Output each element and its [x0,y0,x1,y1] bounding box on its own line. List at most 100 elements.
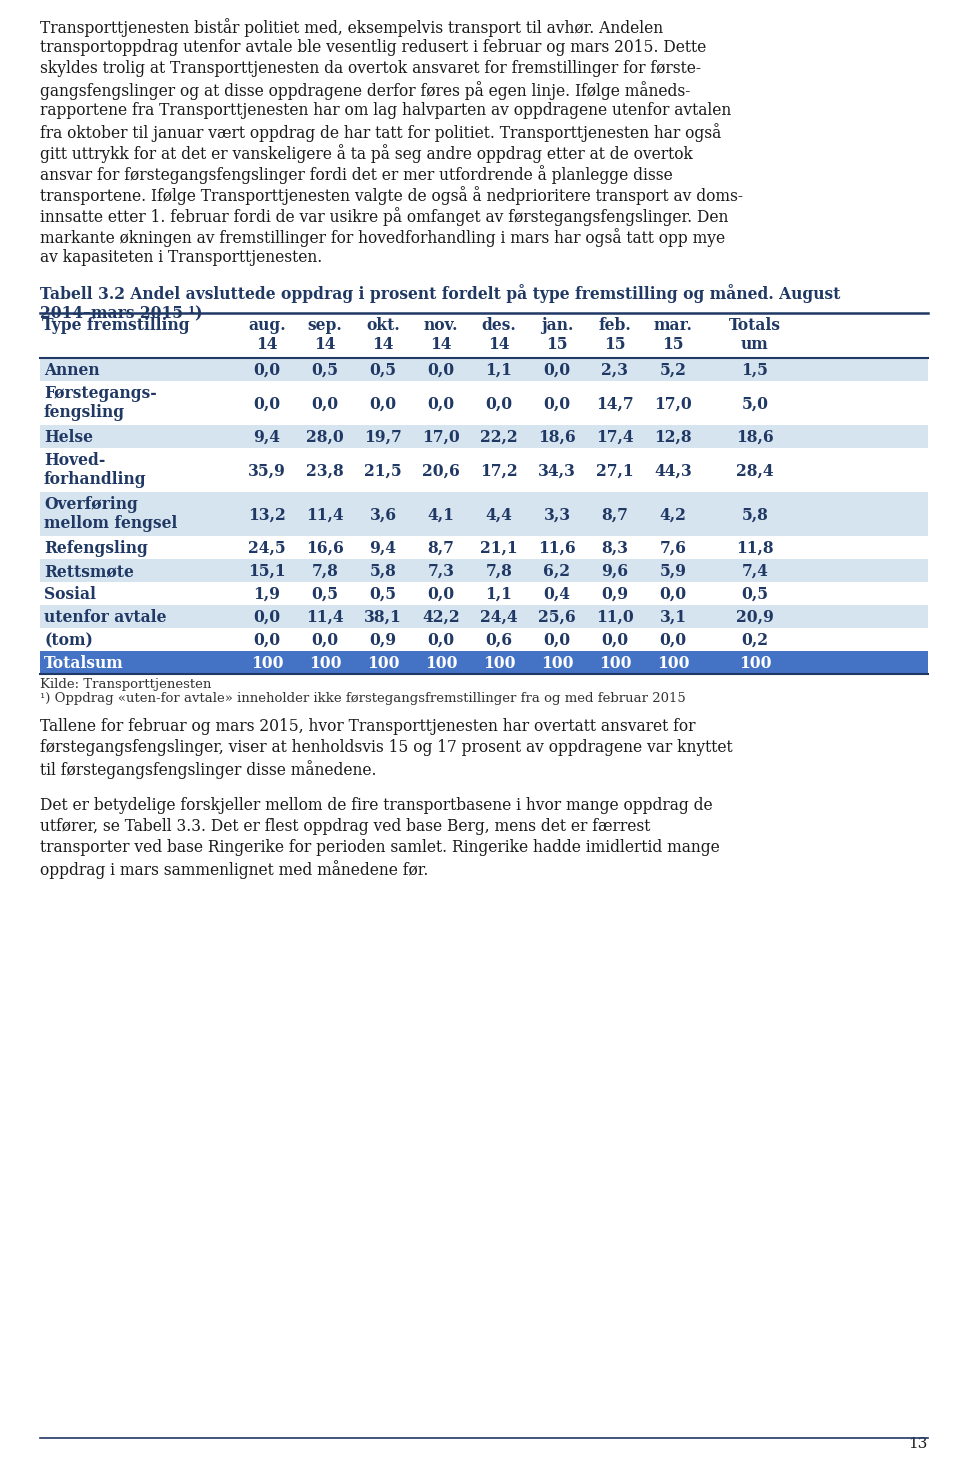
Bar [40,606,928,628]
Text: utenfor avtale: utenfor avtale [44,609,166,626]
Text: 0,5: 0,5 [311,587,339,603]
Text: 0,9: 0,9 [370,632,396,650]
Text: 7,8: 7,8 [486,563,513,579]
Text: 24,5: 24,5 [249,540,286,557]
Text: innsatte etter 1. februar fordi de var usikre på omfanget av førstegangsfengslin: innsatte etter 1. februar fordi de var u… [40,206,729,225]
Text: Førstegangs-: Førstegangs- [44,385,156,402]
Text: 100: 100 [483,655,516,672]
Text: 4,4: 4,4 [486,508,513,524]
Text: 1,5: 1,5 [741,361,768,379]
Text: 11,6: 11,6 [539,540,576,557]
Text: 15: 15 [604,336,626,353]
Text: 0,0: 0,0 [253,609,280,626]
Text: gangsfengslinger og at disse oppdragene derfor føres på egen linje. Ifølge måned: gangsfengslinger og at disse oppdragene … [40,80,690,99]
Bar [40,448,928,492]
Text: 2,3: 2,3 [602,361,629,379]
Bar [40,582,928,606]
Text: 15,1: 15,1 [249,563,286,579]
Text: Tabell 3.2 Andel avsluttede oppdrag i prosent fordelt på type fremstilling og må: Tabell 3.2 Andel avsluttede oppdrag i pr… [40,284,840,303]
Text: Det er betydelige forskjeller mellom de fire transportbasene i hvor mange oppdra: Det er betydelige forskjeller mellom de … [40,797,712,813]
Text: ansvar for førstegangsfengslinger fordi det er mer utfordrende å planlegge disse: ansvar for førstegangsfengslinger fordi … [40,165,673,184]
Text: 5,9: 5,9 [660,563,686,579]
Text: 14,7: 14,7 [596,396,634,413]
Text: transportene. Ifølge Transporttjenesten valgte de også å nedprioritere transport: transportene. Ifølge Transporttjenesten … [40,186,743,205]
Text: 15: 15 [546,336,567,353]
Text: forhandling: forhandling [44,471,147,489]
Text: 20,6: 20,6 [422,462,460,480]
Text: Overføring: Overføring [44,496,138,514]
Text: 4,1: 4,1 [427,508,454,524]
Text: 0,0: 0,0 [370,396,396,413]
Bar [40,358,928,380]
Text: 1,1: 1,1 [486,361,513,379]
Text: 13,2: 13,2 [248,508,286,524]
Text: 27,1: 27,1 [596,462,634,480]
Text: fengsling: fengsling [44,404,125,421]
Text: 14: 14 [489,336,510,353]
Text: 7,4: 7,4 [741,563,768,579]
Text: av kapasiteten i Transporttjenesten.: av kapasiteten i Transporttjenesten. [40,249,323,266]
Text: 0,0: 0,0 [253,361,280,379]
Text: 18,6: 18,6 [736,429,774,446]
Text: 20,9: 20,9 [736,609,774,626]
Text: 11,0: 11,0 [596,609,634,626]
Text: nov.: nov. [423,317,458,334]
Text: 5,8: 5,8 [370,563,396,579]
Text: 35,9: 35,9 [248,462,286,480]
Text: 14: 14 [256,336,277,353]
Text: 42,2: 42,2 [422,609,460,626]
Text: 7,8: 7,8 [312,563,339,579]
Text: 0,5: 0,5 [311,361,339,379]
Text: des.: des. [482,317,516,334]
Text: 0,0: 0,0 [543,396,570,413]
Bar [40,651,928,674]
Text: (tom): (tom) [44,632,93,650]
Bar [40,535,928,559]
Text: til førstegangsfengslinger disse månedene.: til førstegangsfengslinger disse måneden… [40,759,376,778]
Text: 12,8: 12,8 [654,429,692,446]
Bar [40,559,928,582]
Text: Sosial: Sosial [44,587,96,603]
Text: 8,3: 8,3 [602,540,629,557]
Text: rapportene fra Transporttjenesten har om lag halvparten av oppdragene utenfor av: rapportene fra Transporttjenesten har om… [40,102,732,119]
Text: 5,8: 5,8 [741,508,768,524]
Text: 11,4: 11,4 [306,609,344,626]
Text: sep.: sep. [307,317,343,334]
Text: 0,0: 0,0 [253,396,280,413]
Text: aug.: aug. [249,317,286,334]
Text: 28,4: 28,4 [736,462,774,480]
Text: 0,0: 0,0 [427,632,455,650]
Text: 0,0: 0,0 [660,632,686,650]
Text: transporter ved base Ringerike for perioden samlet. Ringerike hadde imidlertid m: transporter ved base Ringerike for perio… [40,838,720,856]
Text: 0,0: 0,0 [660,587,686,603]
Text: Annen: Annen [44,361,100,379]
Text: 9,4: 9,4 [253,429,280,446]
Text: mellom fengsel: mellom fengsel [44,515,178,533]
Text: 7,6: 7,6 [660,540,686,557]
Text: 0,5: 0,5 [370,587,396,603]
Text: 28,0: 28,0 [306,429,344,446]
Text: skyldes trolig at Transporttjenesten da overtok ansvaret for fremstillinger for : skyldes trolig at Transporttjenesten da … [40,60,701,78]
Text: 100: 100 [657,655,689,672]
Text: 7,3: 7,3 [427,563,454,579]
Bar [40,628,928,651]
Text: 17,0: 17,0 [654,396,692,413]
Text: 100: 100 [424,655,457,672]
Text: 100: 100 [367,655,399,672]
Text: 0,9: 0,9 [601,587,629,603]
Text: 1,1: 1,1 [486,587,513,603]
Text: Refengsling: Refengsling [44,540,148,557]
Text: transportoppdrag utenfor avtale ble vesentlig redusert i februar og mars 2015. D: transportoppdrag utenfor avtale ble vese… [40,40,707,56]
Text: 15: 15 [662,336,684,353]
Text: okt.: okt. [366,317,400,334]
Text: 0,0: 0,0 [253,632,280,650]
Bar [40,424,928,448]
Text: 34,3: 34,3 [538,462,576,480]
Bar [40,380,928,424]
Text: Totalsum: Totalsum [44,655,124,672]
Text: 17,4: 17,4 [596,429,634,446]
Text: 0,0: 0,0 [543,632,570,650]
Text: 16,6: 16,6 [306,540,344,557]
Text: 100: 100 [739,655,771,672]
Text: 38,1: 38,1 [364,609,402,626]
